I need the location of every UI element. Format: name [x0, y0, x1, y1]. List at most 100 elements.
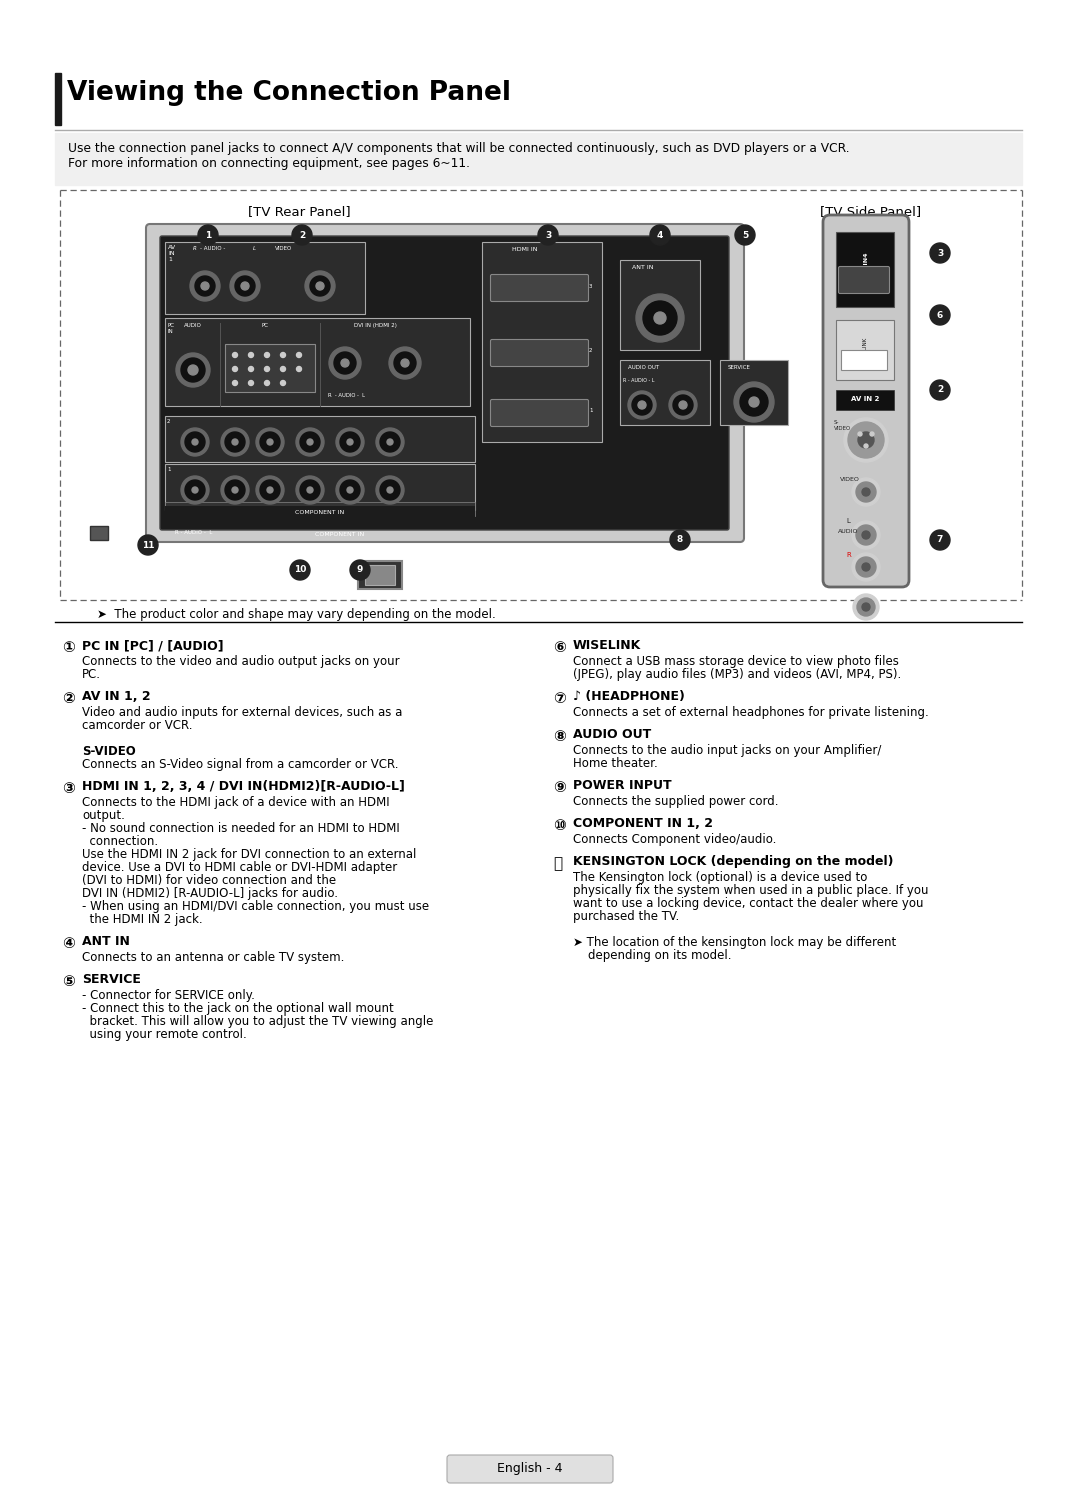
Text: [TV Side Panel]: [TV Side Panel] [820, 205, 921, 219]
Circle shape [297, 366, 301, 372]
Text: Connect a USB mass storage device to view photo files: Connect a USB mass storage device to vie… [573, 655, 899, 668]
Circle shape [265, 381, 270, 385]
Bar [165, 318, 470, 406]
Text: Connects an S-Video signal from a camcorder or VCR.: Connects an S-Video signal from a camcor… [82, 757, 399, 771]
Bar [165, 501, 475, 516]
Circle shape [858, 432, 874, 448]
Text: using your remote control.: using your remote control. [82, 1028, 246, 1042]
Text: 2: 2 [299, 231, 306, 240]
Bar [225, 344, 315, 391]
Circle shape [181, 429, 210, 455]
Text: COMPONENT IN: COMPONENT IN [295, 510, 345, 515]
Circle shape [870, 432, 874, 436]
Text: 3: 3 [936, 248, 943, 257]
Circle shape [862, 531, 870, 539]
Circle shape [176, 353, 210, 387]
Text: Connects to the video and audio output jacks on your: Connects to the video and audio output j… [82, 655, 400, 668]
Circle shape [291, 559, 310, 580]
Text: 6: 6 [936, 311, 943, 320]
Bar [836, 390, 894, 411]
Bar [55, 132, 1022, 185]
Text: - When using an HDMI/DVI cable connection, you must use: - When using an HDMI/DVI cable connectio… [82, 900, 429, 914]
Circle shape [185, 432, 205, 452]
Circle shape [347, 487, 353, 493]
Circle shape [281, 366, 285, 372]
FancyBboxPatch shape [160, 237, 729, 530]
Circle shape [347, 439, 353, 445]
Circle shape [260, 432, 280, 452]
Circle shape [248, 353, 254, 357]
FancyBboxPatch shape [490, 339, 589, 366]
Bar [165, 243, 365, 314]
Text: Connects to an antenna or cable TV system.: Connects to an antenna or cable TV syste… [82, 951, 345, 964]
Text: the HDMI IN 2 jack.: the HDMI IN 2 jack. [82, 914, 203, 926]
FancyBboxPatch shape [490, 274, 589, 302]
Text: AUDIO: AUDIO [838, 530, 859, 534]
Circle shape [380, 432, 400, 452]
Text: - Connector for SERVICE only.: - Connector for SERVICE only. [82, 990, 255, 1001]
Circle shape [260, 481, 280, 500]
Bar [165, 464, 475, 510]
Bar [165, 417, 475, 461]
Bar [90, 525, 108, 540]
Text: Viewing the Connection Panel: Viewing the Connection Panel [67, 80, 511, 106]
Circle shape [930, 530, 950, 551]
Text: ➤ The location of the kensington lock may be different: ➤ The location of the kensington lock ma… [573, 936, 896, 949]
Circle shape [232, 439, 238, 445]
Text: KENSINGTON LOCK (depending on the model): KENSINGTON LOCK (depending on the model) [573, 856, 893, 868]
Circle shape [387, 439, 393, 445]
Circle shape [296, 429, 324, 455]
Text: AV IN 2: AV IN 2 [851, 396, 879, 402]
Text: PC: PC [261, 323, 269, 327]
Text: ①: ① [62, 640, 75, 655]
Text: ⑦: ⑦ [553, 690, 566, 705]
Circle shape [401, 359, 409, 368]
Text: Home theater.: Home theater. [573, 757, 658, 769]
Circle shape [858, 598, 875, 616]
Circle shape [329, 347, 361, 379]
Text: bracket. This will allow you to adjust the TV viewing angle: bracket. This will allow you to adjust t… [82, 1015, 433, 1028]
Text: SERVICE: SERVICE [82, 973, 140, 987]
Bar [165, 506, 475, 518]
Circle shape [864, 443, 868, 448]
Circle shape [538, 225, 558, 246]
Text: (DVI to HDMI) for video connection and the: (DVI to HDMI) for video connection and t… [82, 873, 336, 887]
Text: depending on its model.: depending on its model. [573, 949, 731, 963]
Text: VIDEO: VIDEO [275, 246, 293, 251]
Circle shape [181, 476, 210, 504]
Text: AUDIO: AUDIO [184, 323, 202, 327]
Circle shape [856, 557, 876, 577]
Circle shape [394, 353, 416, 373]
Text: 5: 5 [742, 231, 748, 240]
Text: ⑤: ⑤ [62, 975, 75, 990]
Circle shape [376, 429, 404, 455]
Circle shape [862, 488, 870, 496]
Circle shape [852, 521, 880, 549]
Circle shape [307, 439, 313, 445]
Circle shape [341, 359, 349, 368]
FancyBboxPatch shape [490, 399, 589, 427]
Circle shape [225, 481, 245, 500]
Text: 3: 3 [545, 231, 551, 240]
Text: DVI IN (HDMI2) [R-AUDIO-L] jacks for audio.: DVI IN (HDMI2) [R-AUDIO-L] jacks for aud… [82, 887, 338, 900]
Text: R  - AUDIO -  L: R - AUDIO - L [328, 393, 365, 397]
Text: Video and audio inputs for external devices, such as a: Video and audio inputs for external devi… [82, 705, 403, 719]
Circle shape [267, 487, 273, 493]
Circle shape [265, 353, 270, 357]
Text: POWER INPUT: POWER INPUT [573, 780, 672, 792]
Circle shape [334, 353, 356, 373]
Text: ④: ④ [62, 936, 75, 951]
Circle shape [241, 283, 249, 290]
Circle shape [843, 418, 888, 461]
Bar [841, 350, 887, 371]
Circle shape [350, 559, 370, 580]
Text: PC IN [PC] / [AUDIO]: PC IN [PC] / [AUDIO] [82, 638, 224, 652]
Circle shape [235, 275, 255, 296]
Text: HDMI IN 1, 2, 3, 4 / DVI IN(HDMI2)[R-AUDIO-L]: HDMI IN 1, 2, 3, 4 / DVI IN(HDMI2)[R-AUD… [82, 780, 405, 793]
Circle shape [267, 439, 273, 445]
Circle shape [735, 225, 755, 246]
Circle shape [336, 429, 364, 455]
Text: R: R [846, 552, 851, 558]
Circle shape [650, 225, 670, 246]
Text: R: R [193, 246, 197, 251]
